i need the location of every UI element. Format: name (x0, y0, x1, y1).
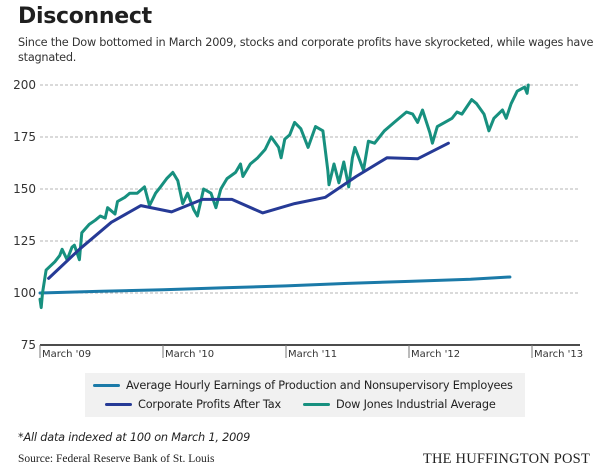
legend: Average Hourly Earnings of Production an… (85, 373, 525, 417)
chart-subtitle: Since the Dow bottomed in March 2009, st… (18, 36, 594, 64)
chart-title: Disconnect (18, 4, 152, 29)
profits-swatch-icon (105, 403, 132, 406)
series-lines (38, 83, 530, 310)
profits-line (47, 141, 450, 280)
legend-row-2: Corporate Profits After Tax Dow Jones In… (105, 398, 496, 411)
legend-label-profits: Corporate Profits After Tax (138, 398, 281, 411)
x-axis: March '09 March '10 March '11 March '12 Marc… (39, 344, 583, 360)
legend-item-wages: Average Hourly Earnings of Production an… (93, 379, 513, 392)
wages-swatch-icon (93, 384, 120, 387)
y-tick-label-175: 175 (13, 130, 36, 144)
x-tick-label: March '10 (165, 349, 214, 360)
dow-line (38, 83, 530, 310)
y-axis-tick-labels: 75 100 125 150 175 200 (13, 78, 36, 352)
y-tick-label-75: 75 (21, 338, 36, 352)
footnote: *All data indexed at 100 on March 1, 200… (18, 431, 251, 444)
legend-row-1: Average Hourly Earnings of Production an… (93, 379, 513, 392)
dow-swatch-icon (302, 403, 330, 406)
brand-logo: THE HUFFINGTON POST (422, 451, 590, 467)
legend-label-dow: Dow Jones Industrial Average (335, 398, 496, 411)
source-credit: Source: Federal Reserve Bank of St. Loui… (18, 453, 215, 465)
legend-label-wages: Average Hourly Earnings of Production an… (126, 379, 513, 392)
x-tick-label: March '12 (411, 349, 460, 360)
wages-line (38, 275, 512, 295)
legend-item-dow: Dow Jones Industrial Average (302, 398, 496, 411)
y-tick-label-125: 125 (13, 234, 36, 248)
y-tick-label-200: 200 (13, 78, 36, 92)
x-tick-label: March '09 (42, 349, 91, 360)
x-tick-label: March '11 (288, 349, 337, 360)
gridlines (40, 84, 580, 294)
legend-item-profits: Corporate Profits After Tax (105, 398, 281, 411)
y-tick-label-100: 100 (13, 286, 36, 300)
x-tick-label: March '13 (534, 349, 583, 360)
y-tick-label-150: 150 (13, 182, 36, 196)
